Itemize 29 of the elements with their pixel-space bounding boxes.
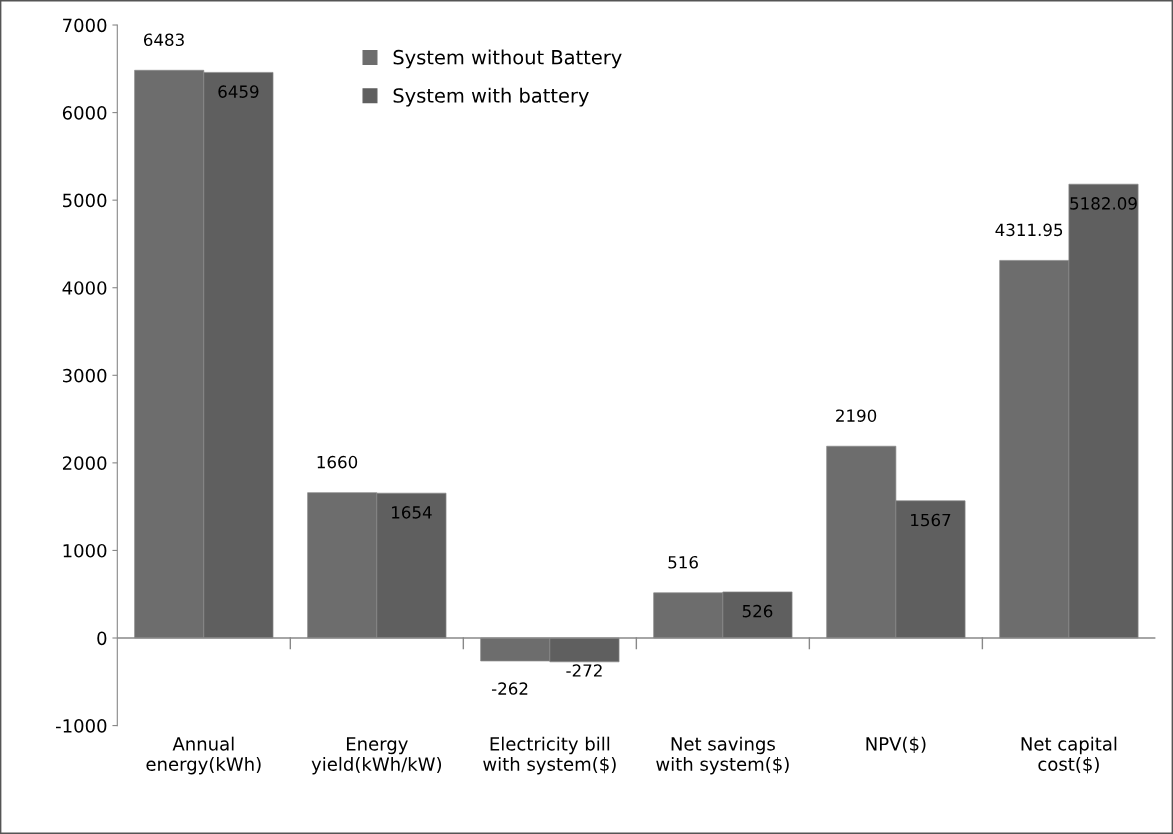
data-label: 2190 [836, 409, 877, 422]
y-tick-label: 7000 [63, 18, 107, 33]
data-label: 1567 [911, 513, 951, 527]
x-tick-label: Energy yield(kWh/kW) [311, 737, 442, 775]
y-tick-label: 6000 [62, 106, 107, 120]
y-tick-label: -1000 [56, 719, 107, 733]
y-tick-label: 1000 [63, 543, 107, 558]
y-tick-label: 0 [97, 631, 107, 646]
y-tick-label: 5000 [63, 193, 107, 208]
y-tick-label: 2000 [62, 456, 107, 470]
x-tick-label: Net savings with system($) [656, 736, 789, 775]
x-tick-label: NPV($) [866, 736, 926, 754]
legend-label: System with battery [393, 87, 589, 107]
data-label: -272 [566, 664, 602, 677]
x-tick-label: Annual energy(kWh) [146, 736, 261, 775]
data-label: 4311.95 [995, 223, 1063, 237]
x-tick-label: Net capital cost($) [1021, 736, 1117, 774]
data-label: 5182.09 [1070, 197, 1137, 210]
data-label: 1660 [317, 455, 358, 469]
legend-label: System without Battery [393, 49, 622, 69]
data-label: 6483 [143, 33, 184, 47]
data-label: 6459 [218, 85, 259, 98]
y-tick-label: 3000 [63, 368, 107, 383]
data-label: 1654 [392, 506, 432, 519]
data-label: 526 [742, 604, 773, 618]
x-tick-label: Electricity bill with system($) [483, 736, 616, 775]
data-label: 516 [668, 555, 698, 569]
data-label: -262 [491, 682, 528, 695]
y-tick-label: 4000 [62, 281, 107, 295]
